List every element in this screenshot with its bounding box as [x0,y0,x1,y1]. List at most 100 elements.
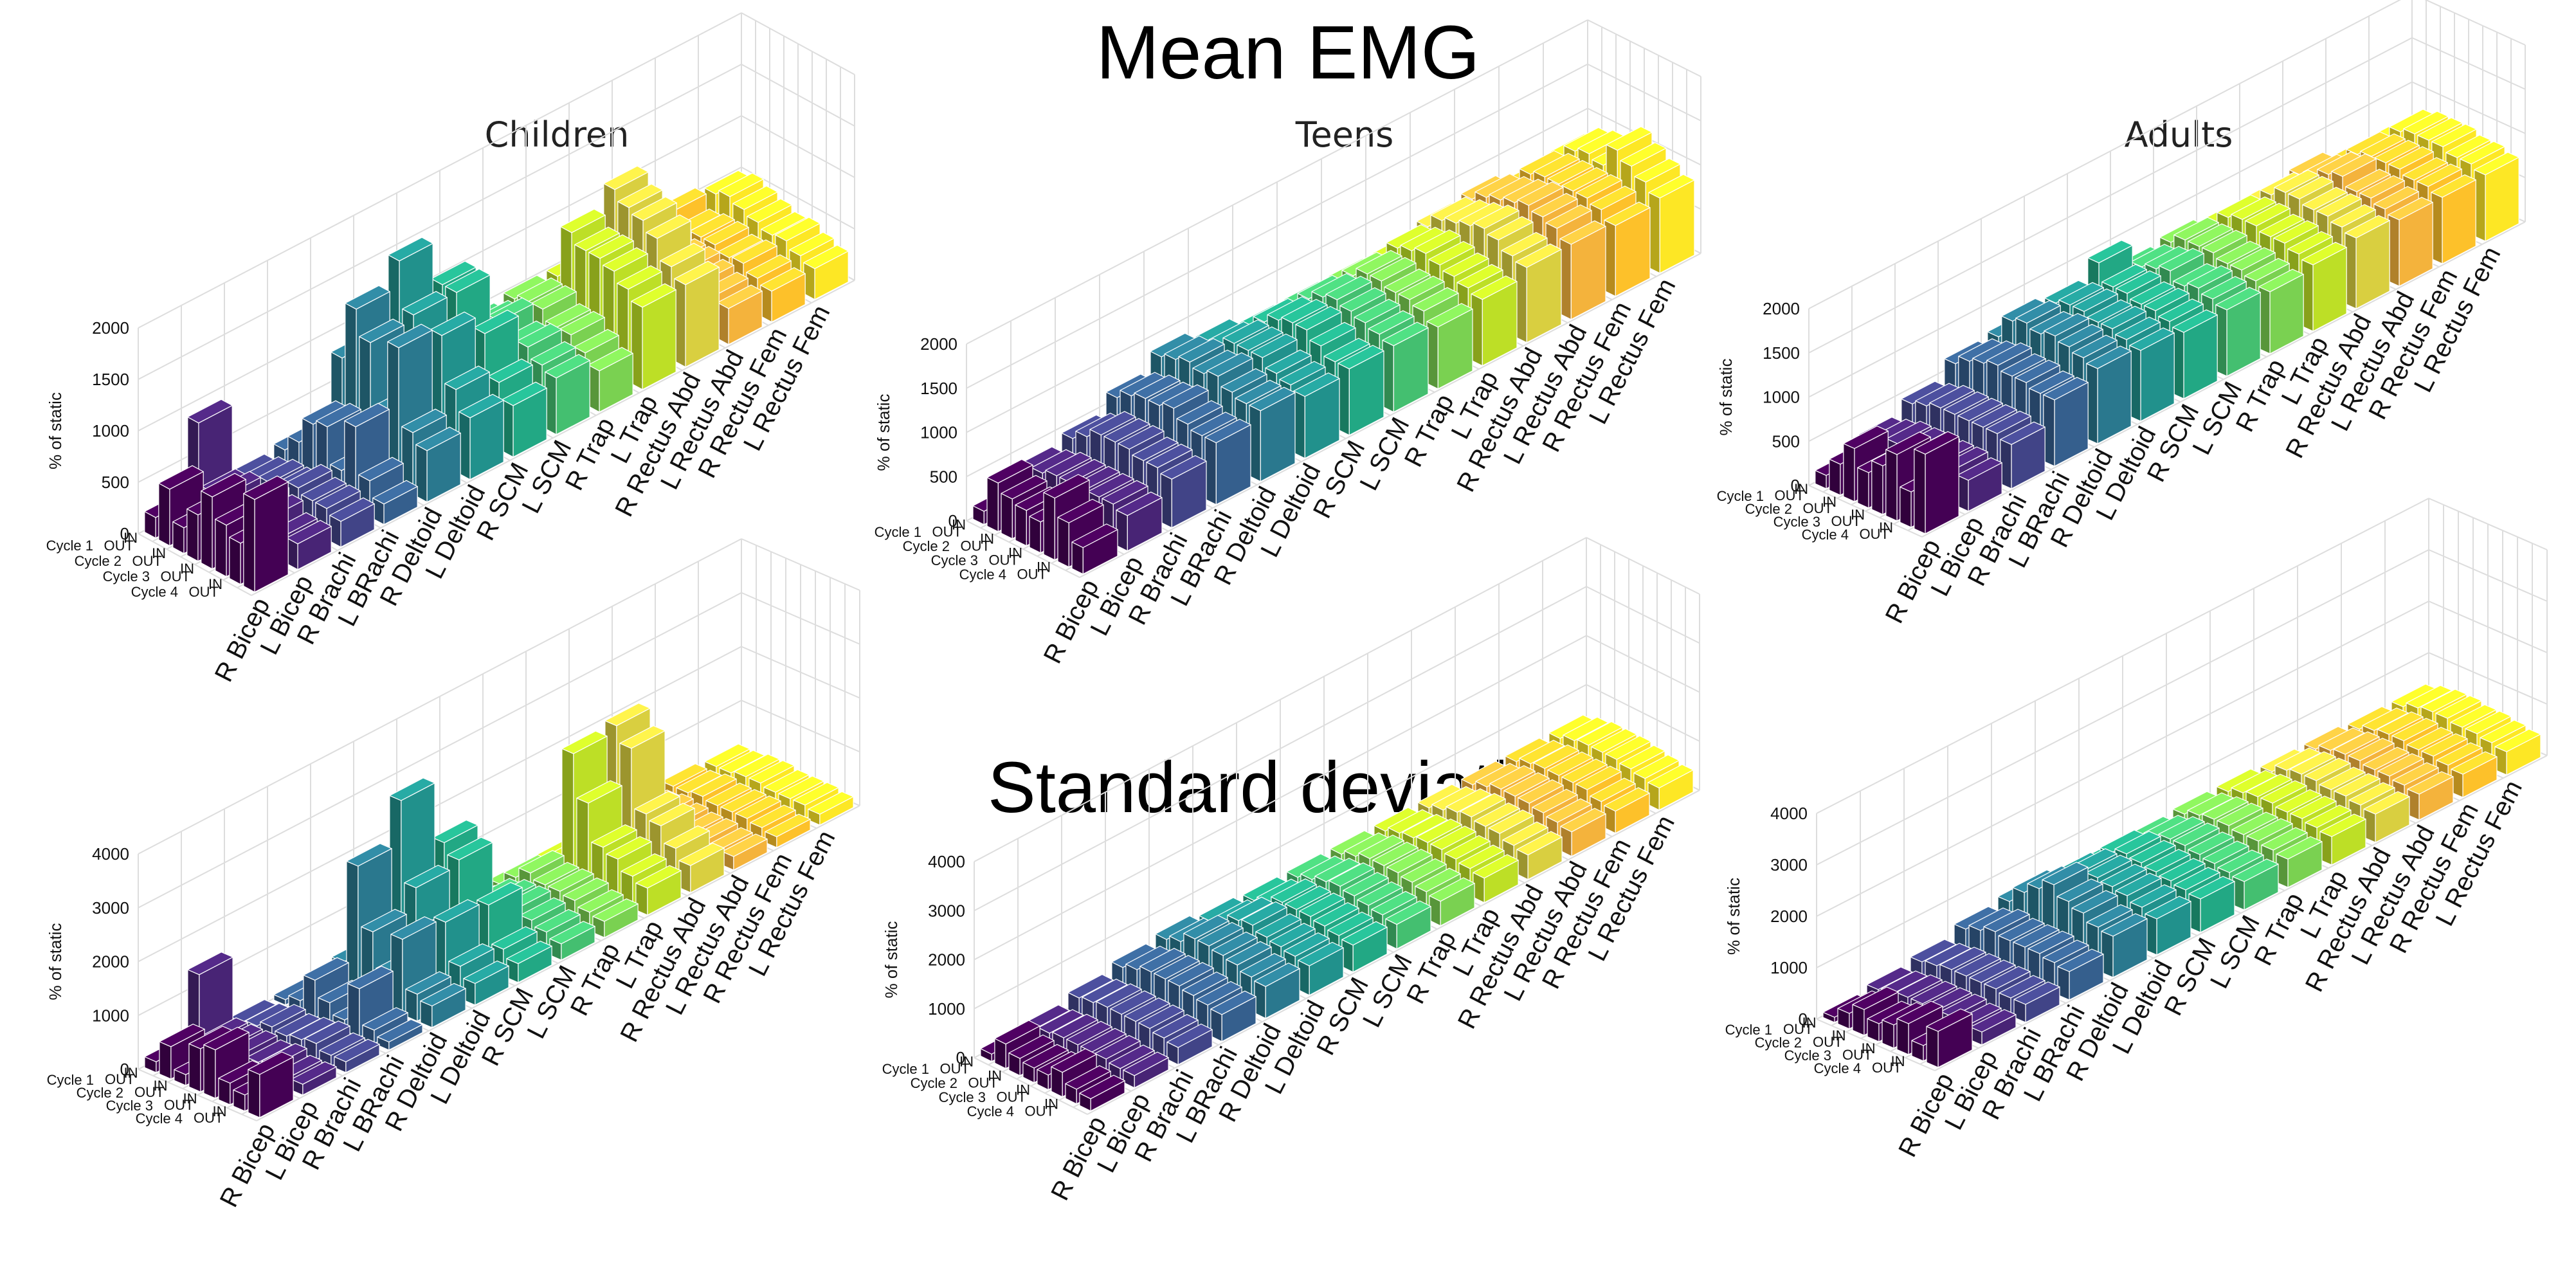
z-tick-label: 1000 [92,421,129,440]
bars [1815,109,2519,534]
phase-label: IN [952,517,966,533]
cycle-label: Cycle 2 [77,1085,123,1101]
z-tick-label: 2000 [92,952,129,972]
cycle-label: Cycle 1 [46,538,93,554]
bars [144,703,854,1118]
z-tick-label: 1500 [920,379,957,398]
bars [972,126,1695,575]
cycle-label: Cycle 4 [131,584,178,600]
phase-label: OUT [194,1110,223,1126]
bar [1293,372,1340,459]
phase-label: IN [1851,507,1865,523]
phase-label: OUT [997,1089,1026,1105]
z-tick-label: 1000 [92,1006,129,1025]
bar [549,921,595,961]
z-tick-label: 3000 [928,901,965,920]
bar [1604,201,1651,297]
bar [717,284,763,345]
cycle-label: Cycle 4 [967,1103,1014,1119]
phase-label: OUT [132,553,162,569]
phase-label: IN [1862,1040,1876,1056]
z-tick-label: 1000 [1763,388,1800,407]
bar [1473,854,1519,903]
z-tick-label: 2000 [1763,299,1800,318]
bar [2258,269,2304,354]
bar [1382,322,1429,413]
phase-label: IN [213,1103,227,1119]
bars [1822,684,2541,1068]
bar [415,426,461,503]
phase-label: IN [124,1065,138,1081]
bar [1079,1074,1125,1112]
z-tick-label: 3000 [92,898,129,918]
z-tick-label: 4000 [1770,804,1808,823]
bar [2232,858,2279,910]
panel-title-teens: Teens [1295,114,1394,155]
bar [2474,152,2519,242]
phase-label: OUT [940,1061,970,1077]
z-tick-label: 0 [956,1048,965,1067]
bar [291,1061,337,1096]
bar [760,267,806,323]
bar [502,381,547,458]
bar [2129,327,2175,422]
phase-label: OUT [161,568,190,584]
bar [2172,309,2218,399]
phase-label: OUT [1017,566,1047,583]
bar [2407,771,2454,820]
bar [2431,174,2476,264]
bar [1970,1009,2017,1046]
phase-label: OUT [1803,500,1833,516]
bar [2363,791,2410,843]
z-tick-label: 2000 [92,318,129,338]
bar [1426,303,1473,390]
bar [372,480,418,525]
bar [545,354,590,435]
bar [635,865,682,916]
z-axis-label: % of static [874,394,893,471]
z-tick-label: 2000 [928,950,965,970]
bar [1298,941,1344,996]
bar [2215,287,2261,377]
phase-label: OUT [1860,526,1889,542]
bar [1160,455,1207,529]
bar [1254,963,1300,1019]
z-tick-label: 3000 [1770,855,1808,874]
cycle-label: Cycle 1 [1725,1022,1772,1038]
z-tick-label: 0 [1799,1010,1808,1029]
phase-label: IN [1037,559,1051,575]
cycle-label: Cycle 3 [106,1098,153,1114]
phase-label: OUT [989,552,1019,568]
bar [2188,876,2235,933]
cycle-label: Cycle 3 [939,1089,986,1105]
bar [2319,813,2366,865]
bar [1116,491,1163,552]
bar [678,842,725,893]
bar [1516,831,1563,880]
phase-label: OUT [134,1084,164,1100]
z-axis-label: % of static [46,923,65,1001]
z-tick-label: 1000 [1770,958,1808,977]
bar [2086,345,2132,444]
cycle-label: Cycle 3 [1784,1047,1831,1064]
phase-label: IN [1891,1053,1905,1069]
bar [2057,948,2104,1001]
bar [463,960,509,1006]
bar [765,813,811,848]
bar [334,1038,380,1073]
phase-label: IN [152,545,166,561]
phase-label: IN [123,530,138,546]
bar [1648,174,1695,274]
bar [721,833,768,871]
z-axis-label: % of static [46,392,65,469]
phase-label: IN [988,1068,1002,1084]
cycle-label: Cycle 1 [882,1061,929,1077]
bar [243,475,289,593]
cycle-label: Cycle 4 [136,1110,183,1127]
phase-label: IN [980,531,994,547]
